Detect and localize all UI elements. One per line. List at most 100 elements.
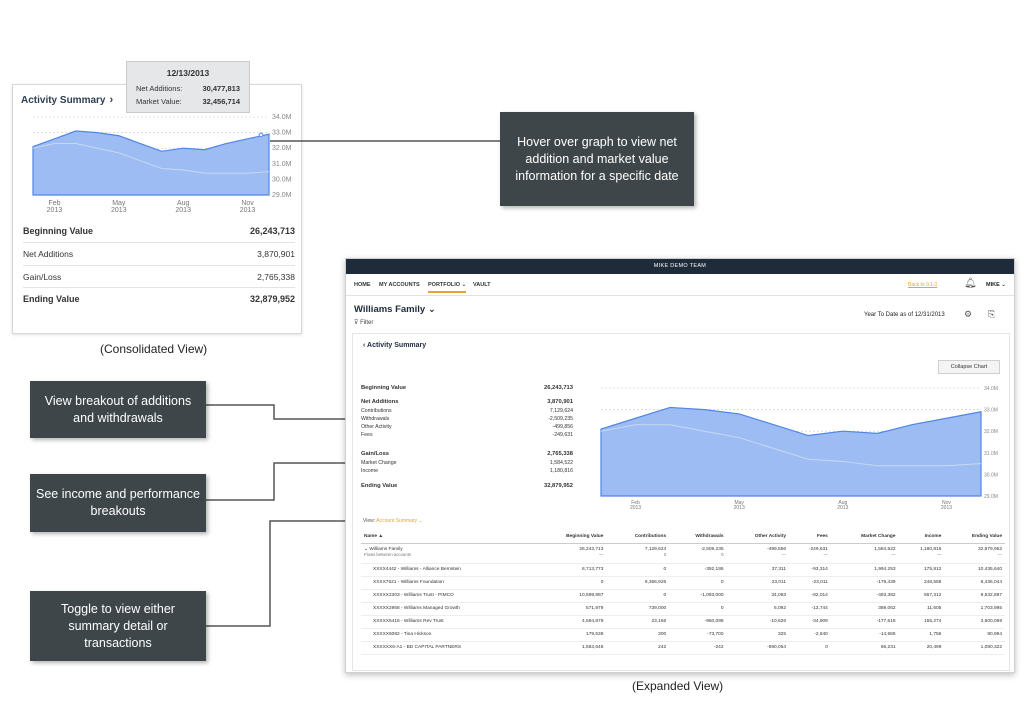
consolidated-activity-card: Activity Summary › 34.0M 33.0M 32.0M 31.0M 30…: [12, 84, 302, 334]
consolidated-view-caption: (Consolidated View): [100, 342, 208, 356]
view-selector[interactable]: Account Summary ⌄: [376, 518, 423, 524]
table-row[interactable]: XXXXX5416 - Williams Rev Trust 4,594,879 2…: [361, 615, 1005, 629]
table-cell: 20,499: [898, 641, 945, 655]
column-header[interactable]: Contributions: [606, 530, 670, 544]
nav-home[interactable]: HOME: [354, 282, 371, 288]
consolidated-area-chart[interactable]: 34.0M33.0M32.0M31.0M30.0M29.0MFeb2013May…: [13, 107, 303, 219]
x-tick-year: 2013: [941, 505, 952, 511]
y-tick-label: 33.0M: [272, 130, 292, 137]
table-cell: 66,231: [830, 641, 899, 655]
exp-net-additions[interactable]: Net Additions 3,870,901: [361, 399, 573, 405]
collapse-chart-button[interactable]: Collapse Chart: [938, 360, 1000, 374]
gear-icon[interactable]: ⚙︎: [964, 309, 973, 319]
y-tick-label: 32.0M: [272, 145, 292, 152]
x-tick-year: 2013: [630, 505, 641, 511]
table-cell: XXXXX2968 - Williams Managed Growth: [361, 602, 534, 616]
bell-icon[interactable]: 🔔︎: [964, 278, 977, 289]
table-cell: -1,093,000: [669, 589, 727, 603]
table-group-row[interactable]: ⌄ Williams Family Flows between accounts 2…: [361, 543, 1005, 564]
y-tick-label: 30.0M: [984, 472, 998, 478]
table-cell: 26,243,713—: [533, 543, 607, 564]
table-row[interactable]: XXXXX6082 - Tina Hickson 179,539 300 -73,70…: [361, 628, 1005, 642]
table-cell: -590,054: [726, 641, 790, 655]
table-row[interactable]: XXXXXX6-A1 - BD CAPITAL PARTNERS 1,583,64…: [361, 641, 1005, 655]
activity-summary-panel: ‹ Activity Summary Collapse Chart Beginn…: [352, 333, 1010, 671]
y-tick-label: 34.0M: [984, 386, 998, 392]
column-header[interactable]: Name ▲: [361, 530, 534, 544]
table-cell: 1,180,816—: [898, 543, 945, 564]
table-cell: -2,509,235 0: [669, 543, 727, 564]
table-cell: 23,156: [606, 615, 670, 629]
expanded-area-chart[interactable]: 34.0M33.0M32.0M31.0M30.0M29.0MFeb2013May…: [591, 382, 1005, 512]
exp-market-change: Market Change 1,584,522: [361, 460, 573, 466]
column-header[interactable]: Ending Value: [944, 530, 1005, 544]
account-selector[interactable]: Williams Family ⌄: [354, 304, 436, 315]
table-row[interactable]: XXXX4442 - Williams - Alliance Bernstein…: [361, 563, 1005, 577]
exp-gain-loss[interactable]: Gain/Loss 2,765,338: [361, 451, 573, 457]
table-cell: 571,979: [533, 602, 607, 616]
filter-button[interactable]: ⊽ Filter: [354, 320, 374, 326]
table-cell: 242: [606, 641, 670, 655]
nav-vault[interactable]: VAULT: [473, 282, 491, 288]
beginning-value-row: Beginning Value 26,243,713: [23, 226, 295, 236]
exp-other-activity: Other Activity -499,856: [361, 424, 573, 430]
table-cell: -23,011: [789, 576, 831, 590]
table-cell: 23,011: [726, 576, 790, 590]
net-additions-line: [600, 424, 982, 467]
user-menu[interactable]: MIKE ⌄: [986, 282, 1006, 288]
table-cell: 0: [669, 602, 727, 616]
table-cell: 325: [726, 628, 790, 642]
table-cell: 37,311: [726, 563, 790, 577]
column-header[interactable]: Fees: [789, 530, 831, 544]
table-cell: 8,713,773: [533, 563, 607, 577]
chevron-right-icon[interactable]: ›: [109, 94, 114, 106]
x-tick-year: 2013: [47, 207, 63, 214]
table-cell: -10,626: [726, 615, 790, 629]
exp-beginning-value: Beginning Value 26,243,713: [361, 385, 573, 391]
table-cell: -179,439: [830, 576, 899, 590]
table-cell: 6,436,044: [944, 576, 1005, 590]
net-additions-row: Net Additions 3,870,901: [23, 242, 295, 259]
view-toggle[interactable]: View: Account Summary ⌄: [363, 518, 423, 524]
table-cell: -2,640: [789, 628, 831, 642]
table-cell: 0: [606, 563, 670, 577]
x-tick-label: Nov: [241, 200, 254, 207]
table-cell: 7,129,624 0: [606, 543, 670, 564]
y-tick-label: 29.0M: [272, 192, 292, 199]
card-title[interactable]: Activity Summary ›: [21, 94, 114, 106]
y-tick-label: 33.0M: [984, 408, 998, 414]
table-row[interactable]: XXXXX2303 - Williams Trust - PIMCO 10,599…: [361, 589, 1005, 603]
x-tick-label: Aug: [177, 200, 190, 207]
table-cell: 1,703,995: [944, 602, 1005, 616]
x-tick-year: 2013: [240, 207, 256, 214]
table-cell: 179,539: [533, 628, 607, 642]
tooltip-net-additions-label: Net Additions:: [136, 84, 183, 93]
column-header[interactable]: Other Activity: [726, 530, 790, 544]
chevron-left-icon[interactable]: ‹: [363, 342, 368, 349]
callout-income: See income and performance breakouts: [30, 474, 206, 532]
table-cell: 32,879,952—: [944, 543, 1005, 564]
table-cell: -493,382: [830, 589, 899, 603]
table-cell: 10,599,897: [533, 589, 607, 603]
table-cell: 739,000: [606, 602, 670, 616]
back-link[interactable]: Back to 9.1.0: [908, 282, 938, 288]
nav-portfolio[interactable]: PORTFOLIO ⌄: [428, 282, 467, 293]
x-tick-year: 2013: [734, 505, 745, 511]
column-header[interactable]: Beginning Value: [533, 530, 607, 544]
panel-title[interactable]: ‹ Activity Summary: [363, 342, 427, 349]
table-cell: 1,584,522—: [830, 543, 899, 564]
table-cell: 248,558: [898, 576, 945, 590]
x-tick-label: Aug: [838, 500, 847, 506]
column-header[interactable]: Market Change: [830, 530, 899, 544]
exp-contributions: Contributions 7,129,624: [361, 408, 573, 414]
column-header[interactable]: Withdrawals: [669, 530, 727, 544]
table-row[interactable]: XXXX7621 - Williams Foundation 0 6,366,926…: [361, 576, 1005, 590]
table-cell: -82,014: [789, 589, 831, 603]
table-row[interactable]: XXXXX2968 - Williams Managed Growth 571,9…: [361, 602, 1005, 616]
nav-my-accounts[interactable]: MY ACCOUNTS: [379, 282, 420, 288]
export-icon[interactable]: ⎘: [988, 309, 996, 319]
gain-loss-row: Gain/Loss 2,765,338: [23, 265, 295, 282]
column-header[interactable]: Income: [898, 530, 945, 544]
chart-hover-tooltip: 12/13/2013 Net Additions: 30,477,813 Mar…: [126, 61, 250, 113]
table-cell: XXXX7621 - Williams Foundation: [361, 576, 534, 590]
